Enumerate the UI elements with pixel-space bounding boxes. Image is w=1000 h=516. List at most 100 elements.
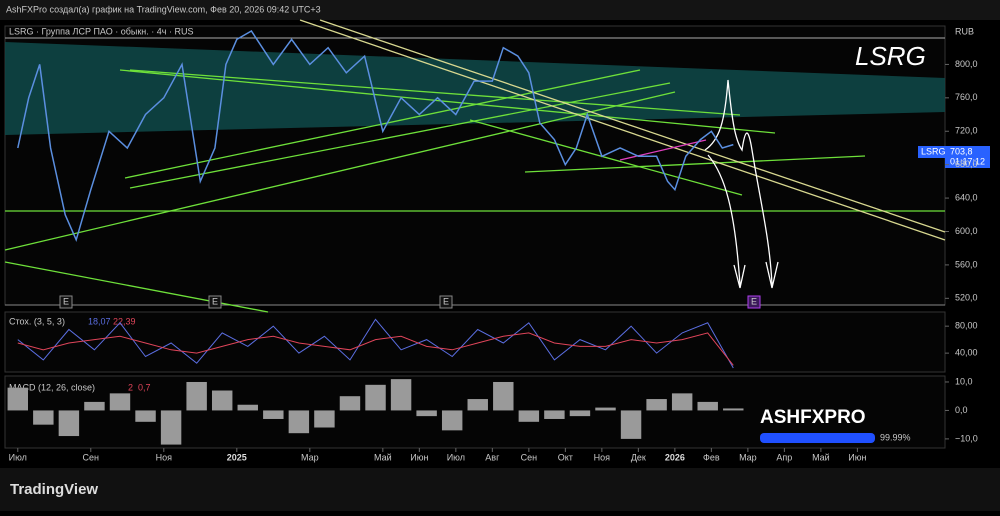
last-price-box	[945, 146, 990, 168]
histogram-bar	[365, 384, 386, 411]
histogram-bar	[7, 387, 28, 411]
series-line	[17, 318, 734, 369]
trend-line	[129, 82, 671, 189]
x-tick-label: Июл	[447, 452, 465, 462]
y-tick-label: 80,00	[955, 321, 978, 331]
macd-value: 0,7	[138, 382, 151, 392]
series-line	[17, 332, 734, 366]
arrow-head	[733, 261, 779, 289]
channel	[5, 42, 945, 135]
trend-line	[319, 19, 946, 233]
forecast-arrow	[707, 154, 741, 286]
histogram-bar	[646, 399, 667, 411]
histogram-bar	[135, 410, 156, 422]
histogram-bar	[84, 401, 105, 411]
trend-line	[119, 69, 776, 134]
header-bar	[0, 0, 1000, 20]
macd-value: 2	[128, 382, 133, 392]
event-box	[747, 295, 761, 309]
histogram-bar	[441, 410, 463, 431]
histogram-bar	[569, 410, 591, 417]
y-tick-label: 760,0	[955, 92, 978, 102]
macd-legend: MACD (12, 26, close)	[9, 382, 95, 392]
event-box	[59, 295, 73, 309]
histogram-bar	[671, 393, 693, 411]
histogram-bar	[723, 408, 744, 411]
trend-line	[129, 69, 741, 116]
plot-layer: 520,0 560,0 600,0 640,0 680,0 720,0 760,0 800,0…	[7, 29, 978, 462]
y-tick-label: −10,0	[955, 433, 978, 443]
event-label: E	[751, 296, 757, 306]
x-tick-label: Май	[374, 452, 392, 462]
y-tick-label: 10,0	[955, 376, 973, 386]
y-tick-label: 640,0	[955, 192, 978, 202]
trend-line	[4, 91, 676, 251]
histogram-bar	[595, 407, 616, 411]
symbol-label: LSRG	[855, 41, 926, 71]
y-tick-label: 40,00	[955, 347, 978, 357]
forecast-arrow	[704, 79, 773, 286]
x-tick-label: Фев	[703, 452, 720, 462]
histogram-bar	[314, 410, 335, 428]
footer	[0, 468, 1000, 511]
x-tick-label: Июн	[848, 452, 866, 462]
trend-line	[469, 119, 743, 196]
x-tick-label: Дек	[631, 452, 646, 462]
histogram-bar	[263, 410, 284, 419]
event-label: E	[212, 296, 218, 306]
event-markers: E E E E	[59, 295, 761, 309]
event-box	[208, 295, 222, 309]
histogram-bar	[109, 393, 131, 411]
currency: RUB	[955, 26, 974, 36]
x-tick-label: 2025	[227, 452, 247, 462]
progress-text: 99.99%	[880, 432, 911, 442]
trend-lines	[4, 19, 946, 313]
x-tick-label: Мар	[739, 452, 757, 462]
histogram-bar	[186, 381, 207, 411]
y-tick-label: 600,0	[955, 226, 978, 236]
histogram-bar	[697, 401, 718, 411]
trend-line	[4, 261, 269, 313]
x-tick-label: Сен	[521, 452, 538, 462]
last-price-tag	[918, 146, 945, 158]
histogram-bar	[58, 410, 80, 437]
event-label: E	[63, 296, 69, 306]
histogram-bar	[467, 399, 488, 411]
x-tick-label: Окт	[558, 452, 573, 462]
event-label: E	[443, 296, 449, 306]
histogram-bar	[160, 410, 182, 445]
y-tick-label: 800,0	[955, 59, 978, 69]
x-tick-label: 2026	[665, 452, 685, 462]
trend-line	[619, 139, 707, 161]
y-tick-label: 560,0	[955, 259, 978, 269]
x-tick-label: Ноя	[156, 452, 173, 462]
histogram-bar	[33, 410, 54, 425]
x-tick-label: Июн	[410, 452, 428, 462]
trend-line	[524, 155, 866, 173]
histogram-bar	[493, 381, 514, 411]
countdown: 01:17:12	[950, 156, 985, 166]
x-tick-label: Мар	[301, 452, 319, 462]
brand-watermark: ASHFXPRO	[760, 407, 866, 428]
y-tick-label: 720,0	[955, 126, 978, 136]
stoch-value: 22,39	[113, 316, 136, 326]
progress-bar	[760, 433, 875, 443]
histogram-bar	[339, 396, 361, 411]
y-tick-label: 680,0	[955, 159, 978, 169]
trend-line	[299, 19, 946, 241]
last-price: 703,8	[950, 146, 973, 156]
histogram-bar	[518, 410, 540, 422]
price-legend: LSRG · Группа ЛСР ПАО · обыкн. · 4ч · RU…	[9, 26, 193, 36]
x-tick-label: Ноя	[594, 452, 611, 462]
stoch-value: 18,07	[88, 316, 111, 326]
histogram-bar	[288, 410, 310, 434]
y-tick-label: 520,0	[955, 293, 978, 303]
stoch-pane	[4, 311, 946, 373]
histogram-bar	[390, 379, 412, 411]
histogram-bar	[544, 410, 565, 419]
histogram-bar	[237, 404, 258, 411]
histogram-bar	[416, 410, 437, 417]
x-tick-label: Апр	[776, 452, 792, 462]
